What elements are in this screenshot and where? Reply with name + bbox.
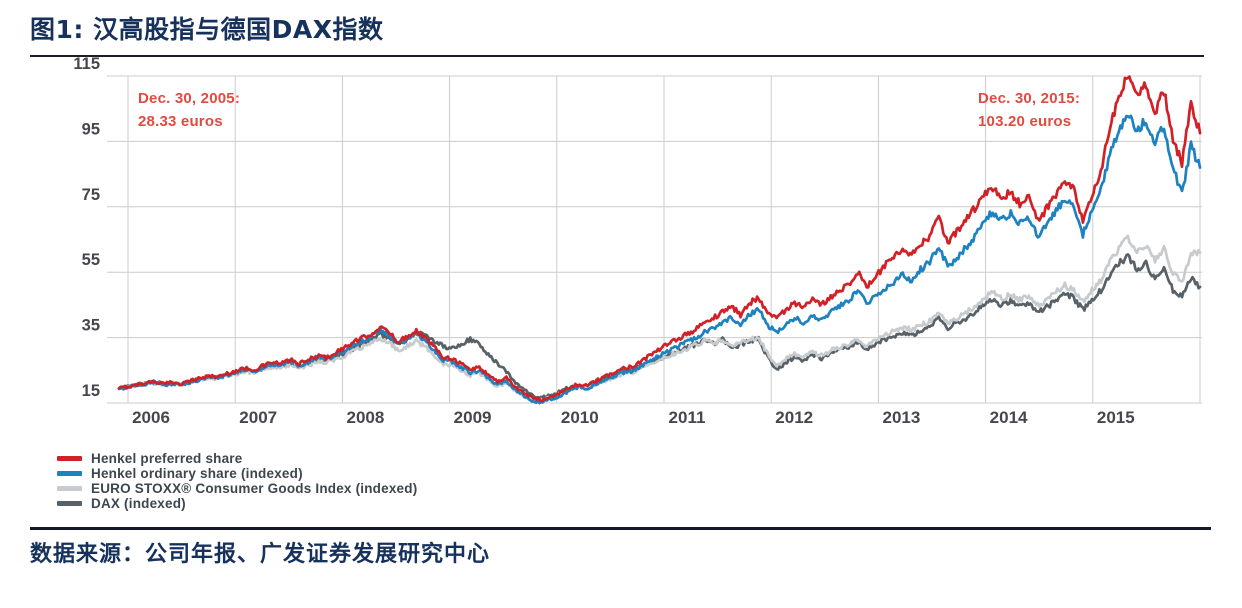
- annotation-end-value: Dec. 30, 2015: 103.20 euros: [978, 87, 1080, 133]
- annotation-start-line2: 28.33 euros: [138, 113, 223, 130]
- legend-item-henkel-preferred: Henkel preferred share: [57, 451, 417, 466]
- footer-divider-line: [30, 527, 1211, 530]
- legend-swatch-darkgray: [57, 501, 82, 506]
- x-tick-label: 2011: [669, 408, 706, 427]
- chart-legend: Henkel preferred share Henkel ordinary s…: [57, 451, 417, 511]
- x-tick-label: 2010: [561, 408, 599, 427]
- x-tick-label: 2007: [239, 408, 277, 427]
- legend-label: Henkel preferred share: [91, 451, 243, 466]
- legend-item-eurostoxx: EURO STOXX® Consumer Goods Index (indexe…: [57, 481, 417, 496]
- x-tick-label: 2012: [775, 408, 813, 427]
- y-tick-label: 115: [73, 55, 100, 73]
- y-tick-label: 75: [82, 186, 100, 204]
- annotation-end-line2: 103.20 euros: [978, 113, 1072, 130]
- series-line-4: [117, 253, 1202, 400]
- legend-label: EURO STOXX® Consumer Goods Index (indexe…: [91, 481, 418, 496]
- data-source-note: 数据来源：公司年报、广发证券发展研究中心: [30, 541, 491, 566]
- legend-item-henkel-ordinary: Henkel ordinary share (indexed): [57, 466, 417, 481]
- title-divider-line: [30, 55, 1204, 57]
- y-tick-label: 15: [82, 382, 100, 400]
- legend-item-dax: DAX (indexed): [57, 496, 417, 511]
- legend-swatch-red: [57, 456, 82, 461]
- x-tick-label: 2013: [882, 408, 920, 427]
- y-tick-label: 35: [82, 317, 100, 335]
- x-tick-label: 2006: [132, 408, 170, 427]
- line-chart: 15 35 55 75 95 115 2006 2007 2008 2009 2010 2011 201…: [73, 55, 1202, 427]
- annotation-start-value: Dec. 30, 2005: 28.33 euros: [138, 87, 240, 133]
- series-line-3: [117, 234, 1202, 403]
- legend-swatch-lightgray: [57, 486, 82, 491]
- legend-swatch-blue: [57, 471, 82, 476]
- x-tick-label: 2015: [1097, 408, 1135, 427]
- x-tick-label: 2008: [346, 408, 384, 427]
- y-tick-label: 95: [82, 120, 100, 138]
- figure-title: 图1: 汉高股指与德国DAX指数: [30, 15, 384, 44]
- x-tick-label: 2009: [454, 408, 492, 427]
- annotation-end-line1: Dec. 30, 2015:: [978, 90, 1081, 107]
- legend-label: Henkel ordinary share (indexed): [91, 466, 303, 481]
- x-tick-label: 2014: [990, 408, 1028, 427]
- legend-label: DAX (indexed): [91, 496, 186, 511]
- series-line-1: [117, 75, 1202, 403]
- y-tick-label: 55: [82, 251, 100, 269]
- annotation-start-line1: Dec. 30, 2005:: [138, 90, 241, 107]
